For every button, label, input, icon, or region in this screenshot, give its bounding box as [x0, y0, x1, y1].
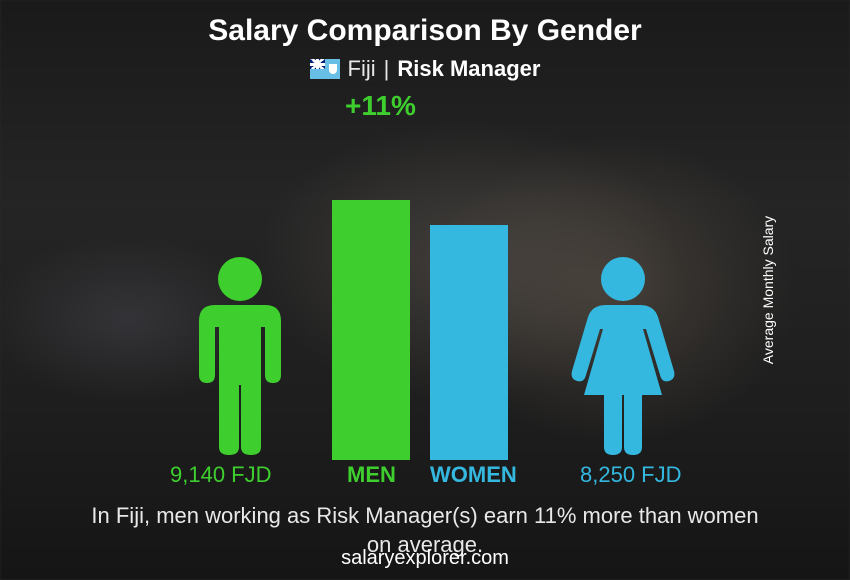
- value-label-men: 9,140 FJD: [170, 462, 272, 488]
- chart-area: +11% MEN WOMEN 9,140 FJD 8,250 FJD I: [0, 90, 850, 580]
- job-title-label: Risk Manager: [397, 56, 540, 82]
- bar-men: [332, 200, 410, 460]
- subtitle-row: Fiji | Risk Manager: [310, 56, 541, 82]
- country-label: Fiji: [348, 56, 376, 82]
- content-container: Salary Comparison By Gender Fiji | Risk …: [0, 0, 850, 580]
- y-axis-label: Average Monthly Salary: [760, 216, 776, 364]
- percent-diff-label: +11%: [345, 90, 416, 122]
- value-label-women: 8,250 FJD: [580, 462, 682, 488]
- page-title: Salary Comparison By Gender: [208, 14, 641, 48]
- man-icon: [175, 255, 305, 460]
- fiji-flag-icon: [310, 59, 340, 79]
- footer-attribution: salaryexplorer.com: [0, 547, 850, 570]
- category-label-men: MEN: [347, 462, 396, 488]
- bar-women: [430, 225, 508, 460]
- category-label-women: WOMEN: [430, 462, 517, 488]
- woman-icon: [558, 255, 688, 460]
- separator: |: [384, 56, 390, 82]
